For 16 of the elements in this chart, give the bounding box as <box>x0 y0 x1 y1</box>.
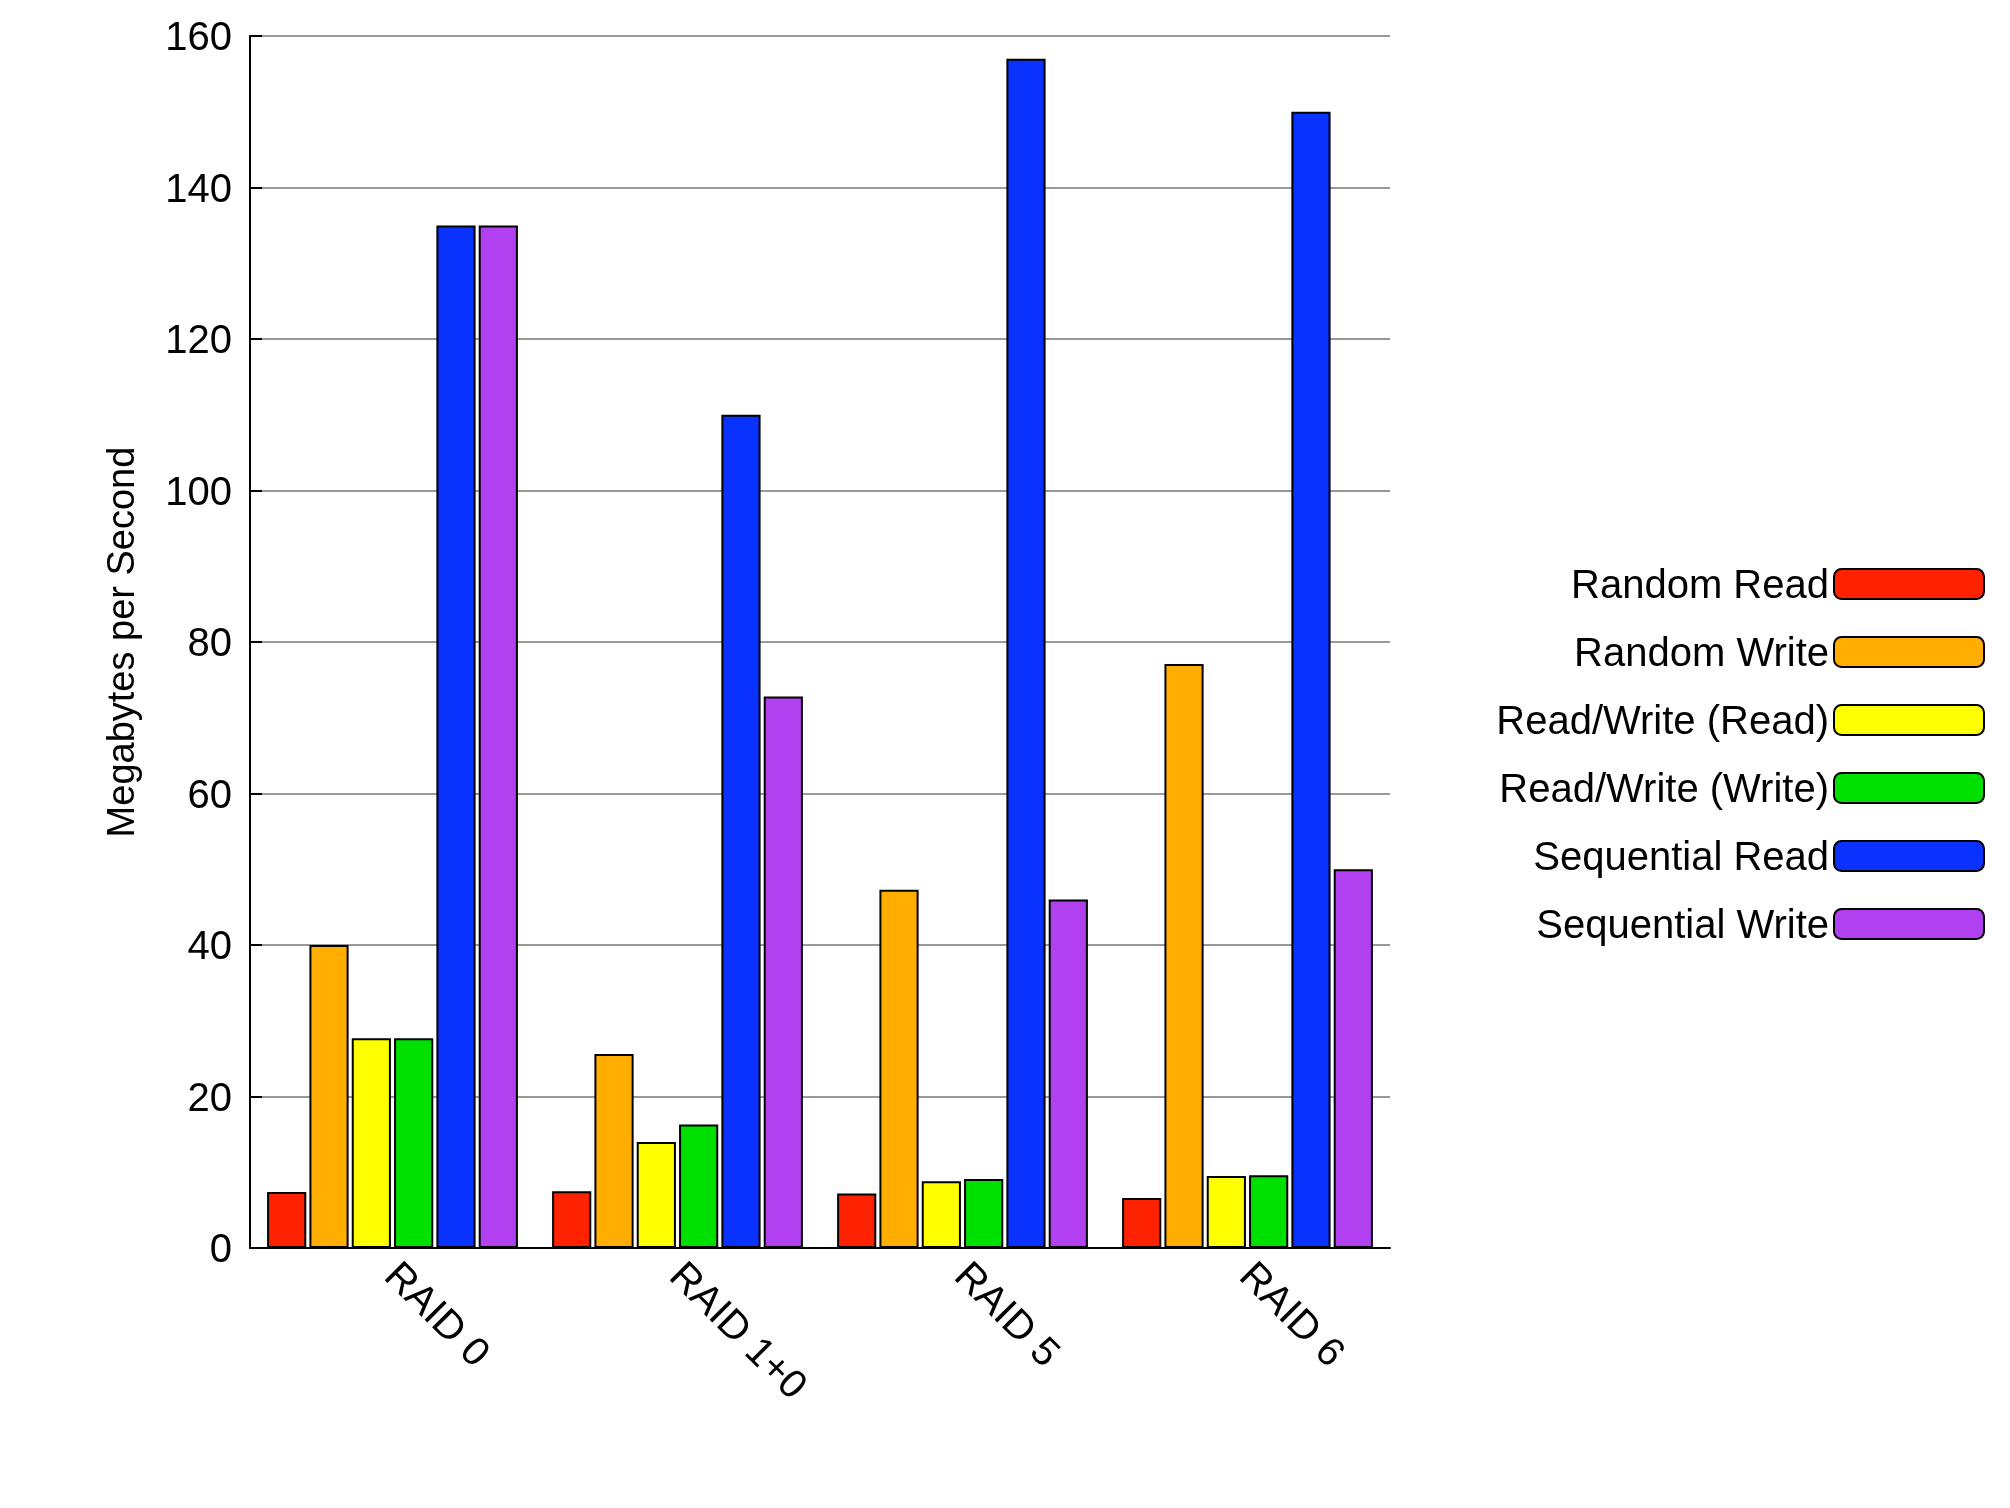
y-tick-label: 20 <box>187 1074 232 1119</box>
y-axis-title: Megabytes per Second <box>100 446 142 838</box>
y-tick-label: 0 <box>209 1226 232 1270</box>
y-tick-label: 80 <box>187 620 232 664</box>
legend-label: Read/Write (Write) <box>1499 766 1829 810</box>
y-tick-label: 60 <box>187 771 232 816</box>
y-tick-label: 40 <box>187 923 232 967</box>
y-tick-label: 160 <box>165 14 232 58</box>
y-tick-label: 100 <box>165 468 232 513</box>
y-tick-label: 140 <box>165 165 232 210</box>
legend-label: Random Read <box>1571 562 1829 606</box>
legend-label: Random Write <box>1574 630 1829 674</box>
y-tick-label: 120 <box>165 317 232 361</box>
legend-label: Read/Write (Read) <box>1496 698 1829 742</box>
legend-label: Sequential Write <box>1536 902 1829 946</box>
legend-label: Sequential Read <box>1533 834 1829 878</box>
